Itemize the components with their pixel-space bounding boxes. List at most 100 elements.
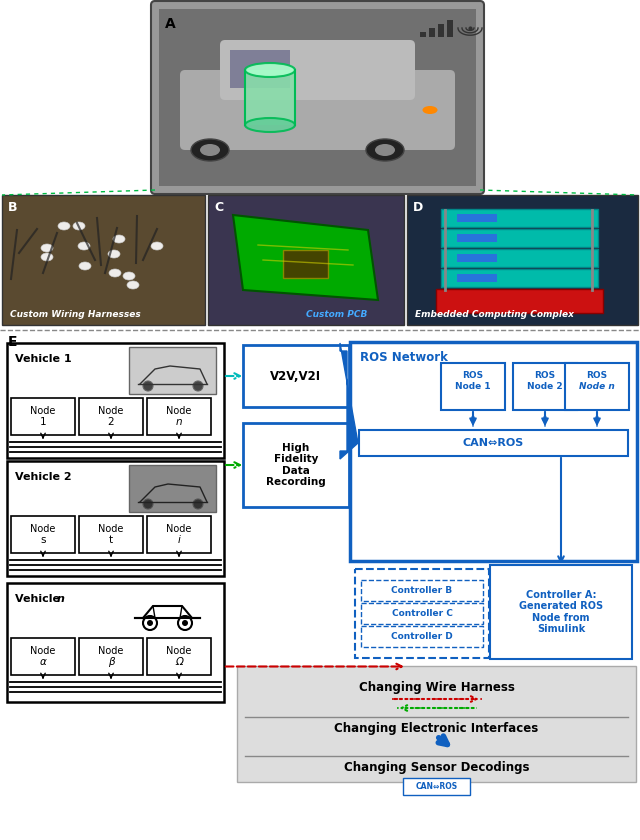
Text: A: A	[165, 17, 176, 31]
Text: Embedded Computing Complex: Embedded Computing Complex	[415, 310, 574, 319]
Text: Changing Sensor Decodings: Changing Sensor Decodings	[344, 761, 529, 774]
Ellipse shape	[151, 242, 163, 250]
Text: α: α	[40, 657, 47, 667]
Text: ROS: ROS	[586, 371, 607, 380]
Text: Node 1: Node 1	[455, 382, 491, 391]
Text: Node: Node	[99, 406, 124, 416]
Ellipse shape	[41, 253, 53, 261]
Text: ROS: ROS	[534, 371, 556, 380]
FancyBboxPatch shape	[7, 343, 224, 458]
Ellipse shape	[41, 244, 53, 252]
FancyBboxPatch shape	[565, 363, 629, 410]
Text: Ω: Ω	[175, 657, 183, 667]
FancyBboxPatch shape	[180, 70, 455, 150]
FancyBboxPatch shape	[147, 638, 211, 675]
Ellipse shape	[108, 250, 120, 258]
FancyBboxPatch shape	[457, 274, 497, 282]
Text: s: s	[40, 535, 45, 545]
Text: n: n	[57, 594, 65, 604]
Text: Node n: Node n	[579, 382, 615, 391]
Polygon shape	[233, 215, 378, 300]
Circle shape	[178, 616, 192, 630]
Ellipse shape	[123, 272, 135, 280]
Circle shape	[147, 620, 153, 626]
Ellipse shape	[127, 281, 139, 289]
FancyBboxPatch shape	[147, 398, 211, 435]
Text: Changing Wire Harness: Changing Wire Harness	[358, 681, 515, 694]
Text: Controller B: Controller B	[392, 586, 452, 595]
Text: CAN⇔ROS: CAN⇔ROS	[463, 438, 524, 448]
Text: Node: Node	[30, 406, 56, 416]
Text: Custom Wiring Harnesses: Custom Wiring Harnesses	[10, 310, 141, 319]
Ellipse shape	[191, 139, 229, 161]
FancyBboxPatch shape	[208, 195, 404, 325]
Circle shape	[143, 616, 157, 630]
Ellipse shape	[78, 242, 90, 250]
FancyBboxPatch shape	[7, 461, 224, 576]
Ellipse shape	[113, 235, 125, 243]
FancyBboxPatch shape	[2, 195, 205, 325]
Text: Node: Node	[30, 524, 56, 534]
Polygon shape	[340, 343, 358, 459]
Circle shape	[193, 499, 203, 509]
Ellipse shape	[245, 118, 295, 132]
Bar	[429, 28, 435, 37]
Text: Controller D: Controller D	[391, 632, 453, 641]
Ellipse shape	[109, 269, 121, 277]
Text: t: t	[109, 535, 113, 545]
FancyBboxPatch shape	[79, 516, 143, 553]
Text: 2: 2	[108, 417, 115, 427]
FancyBboxPatch shape	[79, 638, 143, 675]
FancyBboxPatch shape	[243, 423, 349, 507]
Text: Node: Node	[99, 646, 124, 656]
Text: Controller C: Controller C	[392, 609, 452, 618]
FancyBboxPatch shape	[441, 363, 505, 410]
Text: Vehicle 2: Vehicle 2	[15, 472, 72, 482]
Text: C: C	[214, 201, 223, 214]
Text: 1: 1	[40, 417, 46, 427]
Ellipse shape	[245, 63, 295, 77]
FancyBboxPatch shape	[245, 70, 295, 125]
FancyBboxPatch shape	[129, 465, 216, 512]
Text: ROS Network: ROS Network	[360, 351, 448, 364]
Text: ROS: ROS	[463, 371, 484, 380]
Bar	[420, 32, 426, 37]
FancyBboxPatch shape	[441, 229, 598, 247]
FancyBboxPatch shape	[283, 250, 328, 278]
FancyBboxPatch shape	[7, 583, 224, 702]
FancyBboxPatch shape	[355, 569, 489, 658]
FancyBboxPatch shape	[147, 516, 211, 553]
FancyBboxPatch shape	[11, 516, 75, 553]
Ellipse shape	[422, 106, 438, 114]
Ellipse shape	[79, 262, 91, 270]
Text: Node: Node	[166, 646, 192, 656]
Ellipse shape	[366, 139, 404, 161]
Text: Node: Node	[99, 524, 124, 534]
FancyBboxPatch shape	[350, 342, 637, 561]
Circle shape	[193, 381, 203, 391]
Circle shape	[143, 381, 153, 391]
FancyBboxPatch shape	[490, 565, 632, 659]
FancyBboxPatch shape	[513, 363, 577, 410]
FancyBboxPatch shape	[230, 50, 290, 88]
Text: D: D	[413, 201, 423, 214]
FancyBboxPatch shape	[11, 638, 75, 675]
Text: Node 2: Node 2	[527, 382, 563, 391]
Text: Custom PCB: Custom PCB	[306, 310, 367, 319]
FancyBboxPatch shape	[457, 254, 497, 262]
Text: Node: Node	[166, 524, 192, 534]
FancyBboxPatch shape	[457, 214, 497, 222]
FancyBboxPatch shape	[220, 40, 415, 100]
Text: i: i	[177, 535, 180, 545]
Text: High
Fidelity
Data
Recording: High Fidelity Data Recording	[266, 443, 326, 487]
FancyBboxPatch shape	[403, 778, 470, 795]
FancyBboxPatch shape	[129, 347, 216, 394]
Ellipse shape	[200, 144, 220, 156]
Text: Vehicle 1: Vehicle 1	[15, 354, 72, 364]
Text: V2V,V2I: V2V,V2I	[271, 370, 321, 382]
Text: E: E	[8, 335, 17, 349]
FancyBboxPatch shape	[79, 398, 143, 435]
Text: Node: Node	[166, 406, 192, 416]
FancyBboxPatch shape	[361, 603, 483, 624]
Text: B: B	[8, 201, 17, 214]
